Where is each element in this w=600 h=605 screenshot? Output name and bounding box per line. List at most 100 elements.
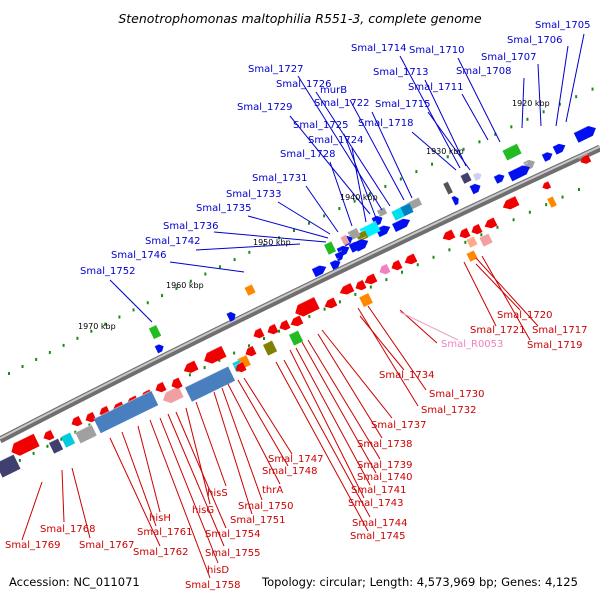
gene-label[interactable]: Smal_1740: [357, 472, 412, 483]
reverse-gene-feature[interactable]: [337, 282, 355, 297]
gene-label[interactable]: Smal_1752: [80, 266, 135, 277]
reverse-gene-feature[interactable]: [377, 263, 391, 276]
reverse-gene-feature[interactable]: [500, 195, 520, 212]
gene-label[interactable]: Smal_1705: [535, 20, 590, 31]
reverse-gene-feature[interactable]: [358, 292, 373, 308]
reverse-gene-feature[interactable]: [251, 327, 265, 340]
reverse-gene-feature[interactable]: [181, 359, 199, 375]
forward-gene-feature[interactable]: [348, 238, 364, 253]
gene-label[interactable]: Smal_1745: [350, 531, 405, 542]
forward-gene-feature[interactable]: [347, 227, 361, 241]
forward-gene-feature[interactable]: [154, 342, 166, 354]
forward-gene-feature[interactable]: [329, 257, 342, 270]
gene-label[interactable]: Smal_1719: [527, 340, 582, 351]
gene-label[interactable]: Smal_1707: [481, 52, 536, 63]
gene-label[interactable]: hisS: [207, 488, 228, 499]
gene-label[interactable]: Smal_1734: [379, 370, 434, 381]
gene-label[interactable]: murB: [320, 85, 347, 96]
gene-label[interactable]: Smal_1761: [137, 527, 192, 538]
reverse-gene-feature[interactable]: [482, 216, 498, 230]
gene-label[interactable]: Smal_1755: [205, 548, 260, 559]
gene-label[interactable]: Smal_1768: [40, 524, 95, 535]
gene-label[interactable]: hisG: [192, 505, 214, 516]
forward-gene-feature[interactable]: [451, 194, 460, 206]
gene-label[interactable]: Smal_1717: [532, 325, 587, 336]
reverse-gene-feature[interactable]: [540, 180, 552, 191]
rna-gene-label[interactable]: Smal_R0053: [441, 339, 503, 350]
gene-label[interactable]: Smal_1722: [314, 98, 369, 109]
gene-label[interactable]: Smal_1737: [371, 420, 426, 431]
reverse-gene-feature[interactable]: [262, 339, 278, 356]
gene-label[interactable]: Smal_1731: [252, 173, 307, 184]
forward-gene-feature[interactable]: [472, 170, 483, 181]
reverse-gene-feature[interactable]: [479, 232, 493, 247]
gene-label[interactable]: Smal_1720: [497, 310, 552, 321]
reverse-gene-feature[interactable]: [201, 345, 227, 366]
gene-label[interactable]: Smal_1769: [5, 540, 60, 551]
reverse-gene-feature[interactable]: [466, 235, 478, 248]
gene-label[interactable]: Smal_1750: [238, 501, 293, 512]
gene-label[interactable]: hisD: [207, 565, 229, 576]
gene-label[interactable]: Smal_1713: [373, 67, 428, 78]
gene-label[interactable]: Smal_1738: [357, 439, 412, 450]
gene-label[interactable]: Smal_1739: [357, 460, 412, 471]
reverse-gene-feature[interactable]: [184, 365, 236, 402]
forward-gene-feature[interactable]: [334, 250, 346, 262]
reverse-gene-feature[interactable]: [69, 415, 83, 428]
forward-gene-feature[interactable]: [244, 283, 256, 296]
gene-label[interactable]: Smal_1758: [185, 580, 240, 591]
forward-gene-feature[interactable]: [391, 215, 412, 232]
reverse-gene-feature[interactable]: [288, 329, 304, 346]
gene-label[interactable]: Smal_1729: [237, 102, 292, 113]
gene-label[interactable]: Smal_1746: [111, 250, 166, 261]
gene-label[interactable]: Smal_1708: [456, 66, 511, 77]
reverse-gene-feature[interactable]: [153, 381, 167, 394]
gene-label[interactable]: Smal_1721: [470, 325, 525, 336]
forward-gene-feature[interactable]: [323, 240, 337, 255]
reverse-gene-feature[interactable]: [265, 323, 279, 336]
gene-label[interactable]: Smal_1751: [230, 515, 285, 526]
gene-label[interactable]: Smal_1733: [226, 189, 281, 200]
reverse-gene-feature[interactable]: [362, 272, 378, 286]
reverse-gene-feature[interactable]: [60, 431, 76, 448]
reverse-gene-feature[interactable]: [48, 437, 64, 454]
forward-gene-feature[interactable]: [340, 234, 350, 246]
gene-label[interactable]: Smal_1754: [205, 529, 260, 540]
forward-gene-feature[interactable]: [442, 181, 453, 195]
reverse-gene-feature[interactable]: [41, 429, 55, 442]
reverse-gene-feature[interactable]: [288, 314, 304, 328]
gene-label[interactable]: Smal_1730: [429, 389, 484, 400]
gene-label[interactable]: Smal_1762: [133, 547, 188, 558]
reverse-gene-feature[interactable]: [75, 424, 97, 444]
gene-label[interactable]: Smal_1718: [358, 118, 413, 129]
gene-label[interactable]: Smal_1714: [351, 43, 406, 54]
reverse-gene-feature[interactable]: [322, 296, 338, 310]
reverse-gene-feature[interactable]: [457, 227, 471, 240]
reverse-gene-feature[interactable]: [546, 195, 557, 208]
forward-gene-feature[interactable]: [148, 324, 162, 340]
gene-label[interactable]: Smal_1767: [79, 540, 134, 551]
forward-gene-feature[interactable]: [507, 162, 532, 182]
gene-label[interactable]: Smal_1742: [145, 236, 200, 247]
reverse-gene-feature[interactable]: [83, 411, 97, 424]
gene-label[interactable]: Smal_1727: [248, 64, 303, 75]
forward-gene-feature[interactable]: [460, 171, 472, 184]
reverse-gene-feature[interactable]: [93, 390, 159, 434]
gene-label[interactable]: Smal_1735: [196, 203, 251, 214]
reverse-gene-feature[interactable]: [169, 376, 183, 390]
gene-label[interactable]: Smal_1706: [507, 35, 562, 46]
gene-label[interactable]: Smal_1741: [351, 485, 406, 496]
gene-label[interactable]: hisH: [149, 513, 171, 524]
forward-gene-feature[interactable]: [469, 181, 483, 195]
gene-label[interactable]: Smal_1711: [408, 82, 463, 93]
reverse-gene-feature[interactable]: [440, 228, 456, 242]
reverse-gene-feature[interactable]: [466, 249, 478, 262]
reverse-gene-feature[interactable]: [8, 433, 40, 459]
forward-gene-feature[interactable]: [552, 140, 568, 155]
forward-gene-feature[interactable]: [493, 171, 506, 184]
gene-label[interactable]: Smal_1736: [163, 221, 218, 232]
reverse-gene-feature[interactable]: [578, 153, 592, 166]
gene-label[interactable]: Smal_1710: [409, 45, 464, 56]
forward-gene-feature[interactable]: [226, 309, 237, 322]
reverse-gene-feature[interactable]: [402, 252, 418, 266]
